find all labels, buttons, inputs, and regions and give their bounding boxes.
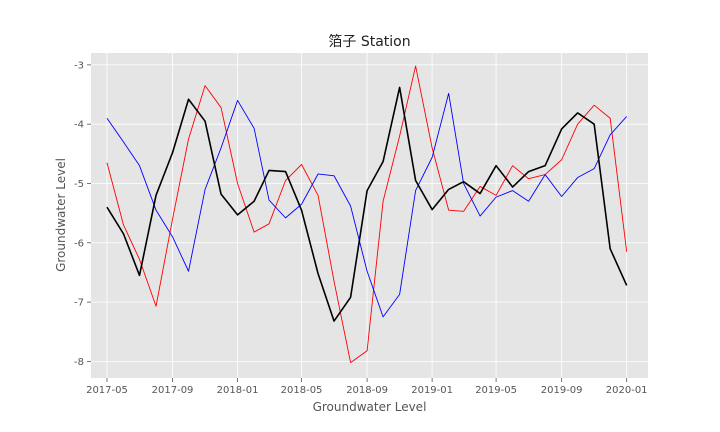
y-tick-label: -6 [74, 238, 84, 249]
grid [91, 53, 648, 378]
x-tick-label: 2020-01 [606, 385, 648, 396]
y-axis-ticks: -3 -4 -5 -6 -7 -8 [74, 60, 91, 368]
series-lines [106, 65, 628, 364]
y-axis-label: Groundwater Level [54, 158, 68, 272]
y-tick-label: -3 [74, 60, 84, 71]
x-tick-label: 2018-01 [217, 385, 259, 396]
series-line-3 [106, 86, 628, 322]
x-tick-label: 2019-09 [541, 385, 583, 396]
y-tick-label: -5 [74, 179, 84, 190]
y-tick-label: -4 [74, 120, 84, 131]
x-tick-label: 2018-09 [346, 385, 388, 396]
x-tick-label: 2019-05 [475, 385, 517, 396]
x-tick-label: 2019-01 [411, 385, 453, 396]
x-axis-ticks: 2017-05 2017-09 2018-01 2018-05 2018-09 2019-… [86, 378, 648, 396]
chart-title: 箔子 Station [328, 34, 410, 50]
x-tick-label: 2017-09 [152, 385, 194, 396]
y-tick-label: -7 [74, 298, 84, 309]
x-tick-label: 2017-05 [86, 385, 128, 396]
plot-background [91, 53, 648, 378]
x-tick-label: 2018-05 [281, 385, 323, 396]
x-axis-label: Groundwater Level [313, 400, 427, 414]
series-line-1 [106, 65, 628, 364]
y-tick-label: -8 [74, 357, 84, 368]
series-line-2 [106, 92, 628, 318]
